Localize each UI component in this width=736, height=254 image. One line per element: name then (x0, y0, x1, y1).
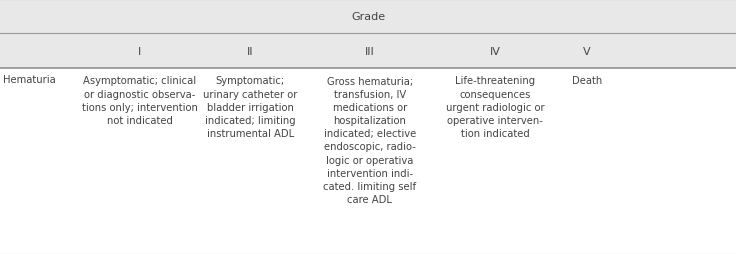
Text: Symptomatic;
urinary catheter or
bladder irrigation
indicated; limiting
instrume: Symptomatic; urinary catheter or bladder… (203, 76, 297, 139)
Text: IV: IV (489, 46, 500, 56)
Text: Gross hematuria;
transfusion, IV
medications or
hospitalization
indicated; elect: Gross hematuria; transfusion, IV medicat… (323, 76, 417, 204)
Text: III: III (365, 46, 375, 56)
Text: Death: Death (572, 76, 602, 86)
Bar (0, 69, 736, 254)
Text: II: II (247, 46, 253, 56)
Text: Asymptomatic; clinical
or diagnostic observa-
tions only; intervention
not indic: Asymptomatic; clinical or diagnostic obs… (82, 76, 198, 126)
Text: V: V (583, 46, 591, 56)
Bar (0, 0, 736, 34)
Text: I: I (138, 46, 141, 56)
Bar (0, 34, 736, 69)
Text: Hematuria: Hematuria (3, 75, 56, 85)
Text: Grade: Grade (351, 12, 385, 22)
Text: Life-threatening
consequences
urgent radiologic or
operative interven-
tion indi: Life-threatening consequences urgent rad… (445, 76, 545, 139)
